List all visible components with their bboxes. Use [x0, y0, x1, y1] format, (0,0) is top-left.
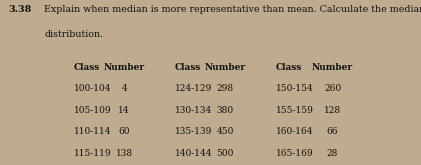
Text: 128: 128	[324, 106, 341, 115]
Text: 260: 260	[324, 84, 341, 93]
Text: 28: 28	[327, 148, 338, 158]
Text: Explain when median is more representative than mean. Calcuılate the median of t: Explain when median is more representati…	[44, 5, 421, 14]
Text: Class: Class	[74, 63, 100, 72]
Text: Number: Number	[104, 63, 145, 72]
Text: 450: 450	[216, 127, 234, 136]
Text: 155-159: 155-159	[276, 106, 314, 115]
Text: 160-164: 160-164	[276, 127, 313, 136]
Text: 66: 66	[327, 127, 338, 136]
Text: 135-139: 135-139	[175, 127, 212, 136]
Text: 124-129: 124-129	[175, 84, 212, 93]
Text: 380: 380	[217, 106, 234, 115]
Text: 115-119: 115-119	[74, 148, 111, 158]
Text: 14: 14	[118, 106, 130, 115]
Text: Class: Class	[175, 63, 201, 72]
Text: 4: 4	[121, 84, 127, 93]
Text: 140-144: 140-144	[175, 148, 212, 158]
Text: 165-169: 165-169	[276, 148, 313, 158]
Text: 100-104: 100-104	[74, 84, 111, 93]
Text: Number: Number	[312, 63, 353, 72]
Text: 500: 500	[216, 148, 234, 158]
Text: 3.38: 3.38	[8, 5, 32, 14]
Text: distribution.: distribution.	[44, 30, 103, 39]
Text: 110-114: 110-114	[74, 127, 111, 136]
Text: Class: Class	[276, 63, 302, 72]
Text: 138: 138	[116, 148, 133, 158]
Text: Number: Number	[205, 63, 246, 72]
Text: 130-134: 130-134	[175, 106, 212, 115]
Text: 60: 60	[118, 127, 130, 136]
Text: 298: 298	[217, 84, 234, 93]
Text: 105-109: 105-109	[74, 106, 111, 115]
Text: 150-154: 150-154	[276, 84, 314, 93]
